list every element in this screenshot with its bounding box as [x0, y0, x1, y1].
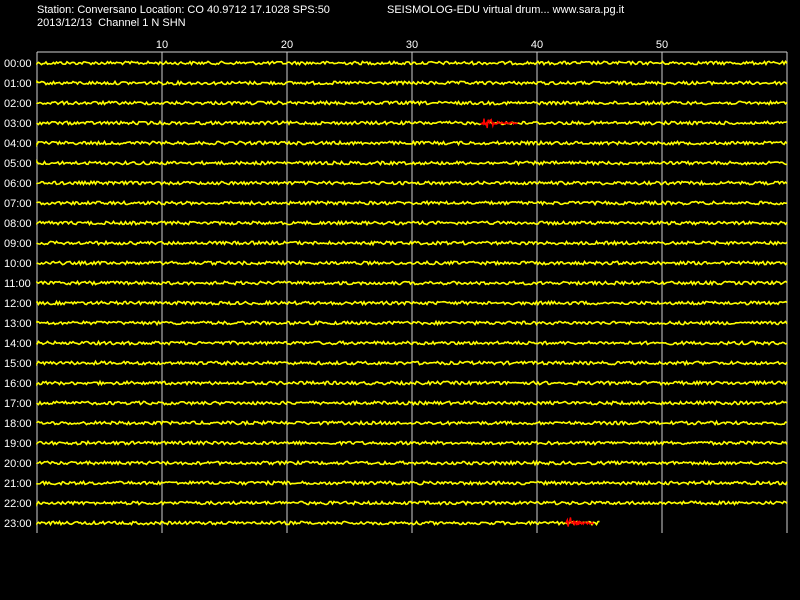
hour-label: 21:00: [4, 478, 32, 490]
minute-tick-label: 10: [156, 39, 168, 51]
seismic-trace: [36, 299, 788, 307]
hour-label: 14:00: [4, 338, 32, 350]
seismic-trace: [36, 359, 788, 367]
seismic-trace: [36, 79, 788, 87]
hour-label: 18:00: [4, 418, 32, 430]
minute-tick-label: 20: [281, 39, 293, 51]
seismic-trace: [36, 439, 788, 447]
hour-label: 22:00: [4, 498, 32, 510]
seismic-trace: [36, 379, 788, 387]
seismic-trace: [36, 199, 788, 207]
hour-label: 04:00: [4, 138, 32, 150]
date-channel-info: 2013/12/13 Channel 1 N SHN: [37, 17, 186, 29]
seismic-trace: [36, 419, 788, 427]
seismic-trace: [36, 159, 788, 167]
seismic-trace: [36, 99, 788, 107]
seismic-trace: [36, 519, 600, 527]
hour-label: 03:00: [4, 118, 32, 130]
station-info: Station: Conversano Location: CO 40.9712…: [37, 4, 330, 16]
minute-tick-label: 30: [406, 39, 418, 51]
hour-label: 17:00: [4, 398, 32, 410]
seismic-event: [480, 118, 519, 129]
hour-label: 15:00: [4, 358, 32, 370]
seismic-trace: [36, 279, 788, 287]
minute-tick-label: 40: [531, 39, 543, 51]
hour-label: 01:00: [4, 78, 32, 90]
hour-label: 16:00: [4, 378, 32, 390]
hour-label: 05:00: [4, 158, 32, 170]
hour-label: 19:00: [4, 438, 32, 450]
hour-label: 11:00: [4, 278, 31, 290]
seismic-trace: [36, 239, 788, 247]
seismic-trace: [36, 399, 788, 407]
hour-label: 09:00: [4, 238, 32, 250]
seismic-trace: [36, 119, 788, 127]
hour-label: 10:00: [4, 258, 32, 270]
hour-label: 08:00: [4, 218, 32, 230]
hour-label: 23:00: [4, 518, 32, 530]
hour-label: 02:00: [4, 98, 32, 110]
hour-label: 13:00: [4, 318, 32, 330]
hour-label: 06:00: [4, 178, 32, 190]
hour-label: 00:00: [4, 58, 32, 70]
seismic-trace: [36, 60, 788, 67]
seismic-trace: [36, 459, 788, 467]
seismic-trace: [36, 500, 788, 507]
seismic-trace: [36, 319, 788, 327]
hour-label: 20:00: [4, 458, 32, 470]
hour-label: 12:00: [4, 298, 32, 310]
seismic-event: [565, 517, 595, 527]
app-title: SEISMOLOG-EDU virtual drum... www.sara.p…: [387, 4, 625, 16]
seismic-trace: [36, 479, 788, 487]
seismic-trace: [36, 179, 788, 187]
seismic-trace: [36, 219, 788, 227]
hour-label: 07:00: [4, 198, 32, 210]
seismic-trace: [36, 259, 788, 267]
seismic-trace: [36, 339, 788, 347]
seismic-trace: [36, 139, 788, 148]
minute-tick-label: 50: [656, 39, 668, 51]
